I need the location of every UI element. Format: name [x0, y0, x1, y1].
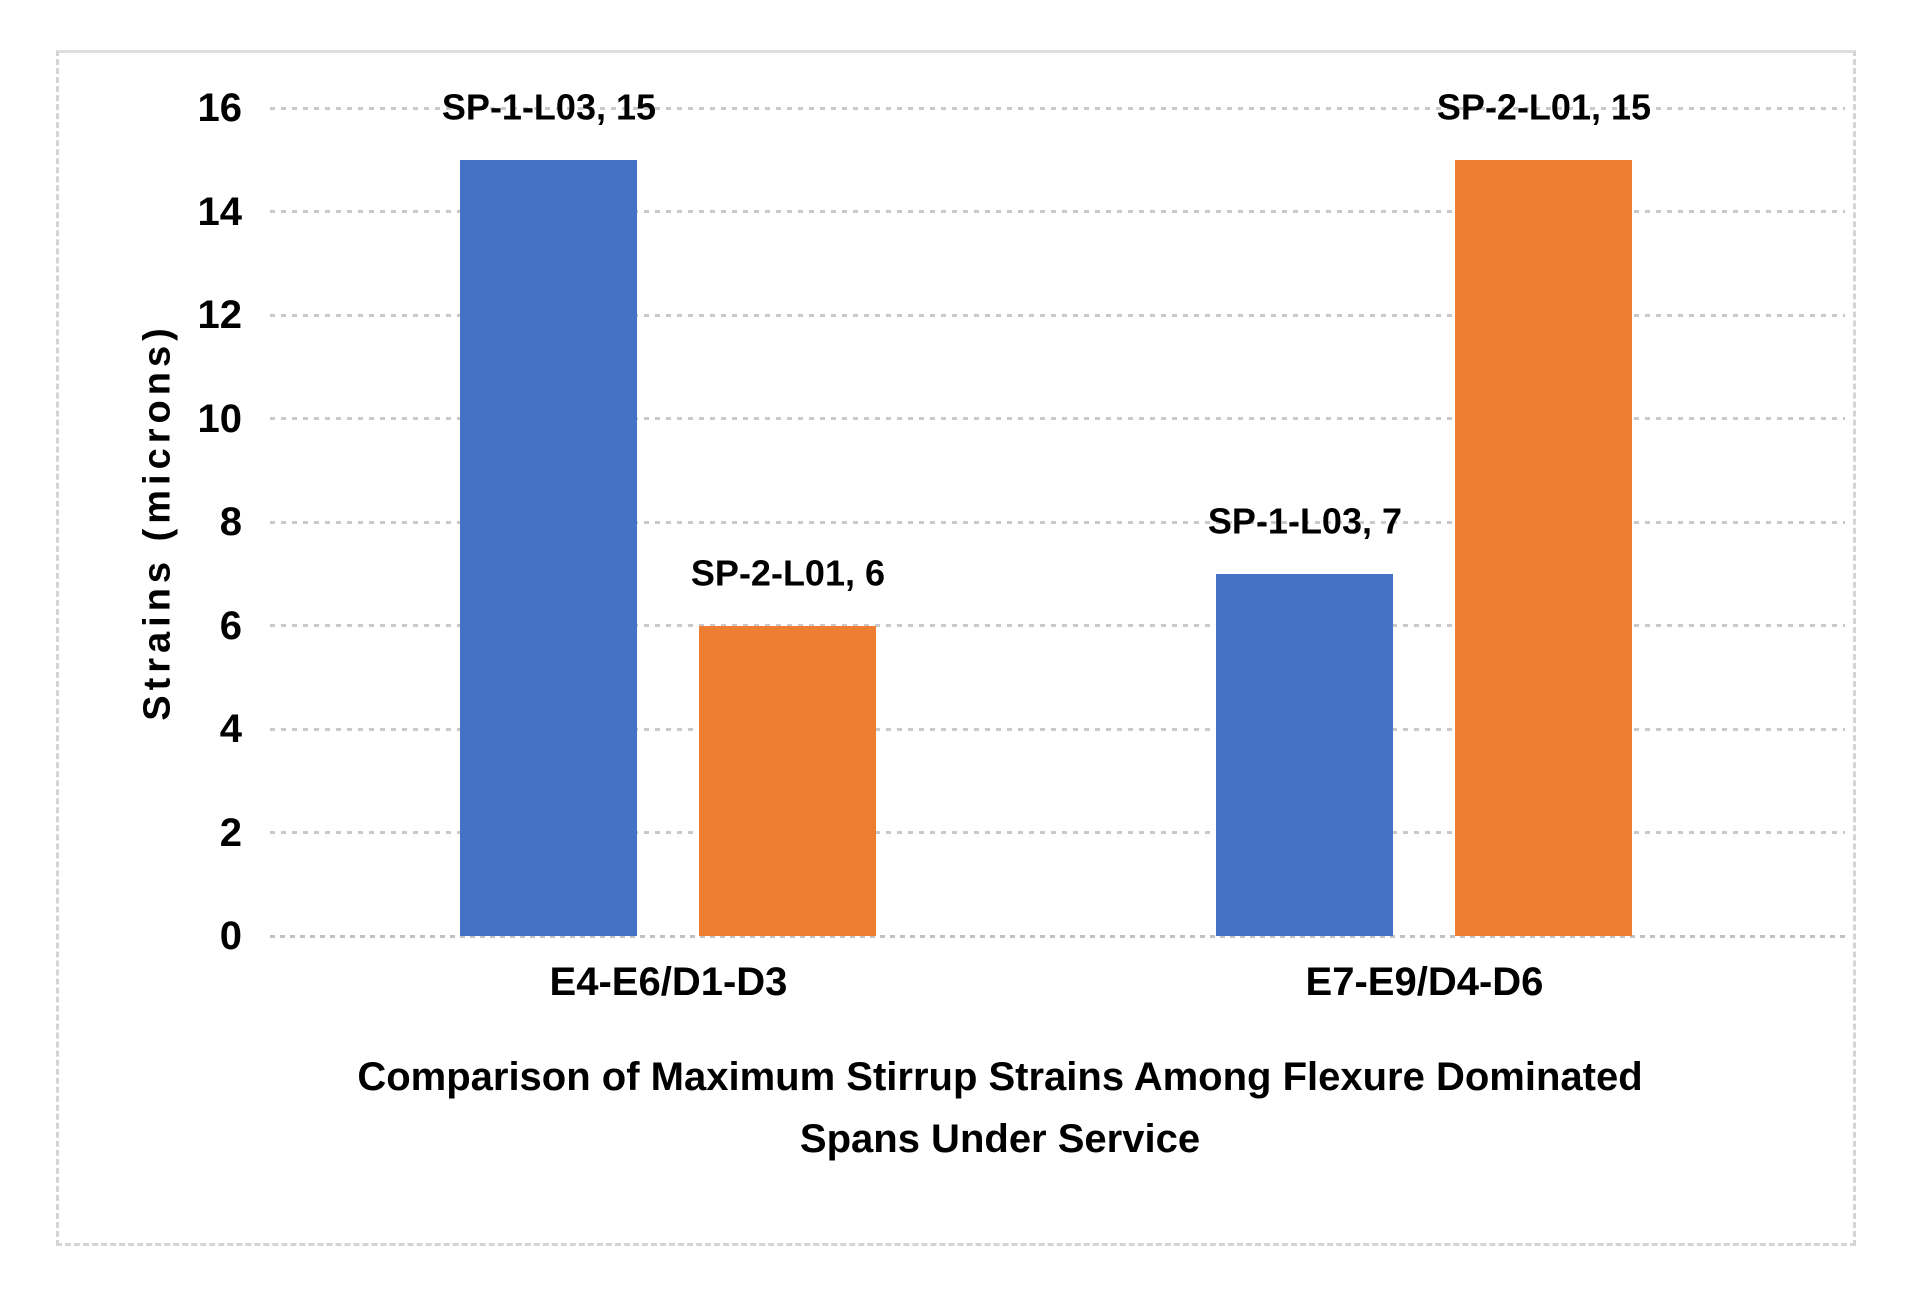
category-label: E4-E6/D1-D3	[549, 960, 788, 1004]
y-tick-label: 4	[219, 707, 242, 751]
y-tick-label: 8	[219, 500, 242, 544]
bar-series2-group1	[699, 625, 877, 936]
y-tick-label: 16	[197, 86, 243, 130]
data-label: SP-1-L03, 15	[441, 86, 657, 128]
gridline	[270, 727, 1845, 731]
y-tick-label: 6	[219, 603, 242, 648]
y-tick-label: 0	[219, 914, 242, 958]
y-tick-label: 14	[197, 189, 243, 234]
gridline	[270, 934, 1845, 938]
bar-series1-group2	[1216, 573, 1394, 936]
bar-series2-group2	[1455, 159, 1633, 936]
data-label: SP-2-L01, 15	[1436, 86, 1652, 128]
chart-title: Comparison of Maximum Stirrup Strains Am…	[290, 1046, 1710, 1170]
gridline	[270, 624, 1845, 627]
category-label: E7-E9/D4-D6	[1305, 960, 1544, 1004]
y-tick-label: 2	[219, 810, 242, 855]
chart-title-line-2: Spans Under Service	[799, 1117, 1201, 1161]
gridline	[270, 313, 1845, 317]
y-tick-label: 12	[197, 293, 243, 337]
gridline	[270, 417, 1845, 420]
y-tick-label: 10	[197, 396, 243, 441]
gridline	[270, 831, 1845, 834]
data-label: SP-2-L01, 6	[690, 552, 886, 594]
gridline	[270, 210, 1845, 213]
chart-title-line-1: Comparison of Maximum Stirrup Strains Am…	[357, 1055, 1643, 1099]
bar-series1-group1	[460, 159, 638, 936]
gridline	[270, 520, 1845, 524]
data-label: SP-1-L03, 7	[1207, 500, 1403, 542]
gridline	[270, 106, 1845, 110]
